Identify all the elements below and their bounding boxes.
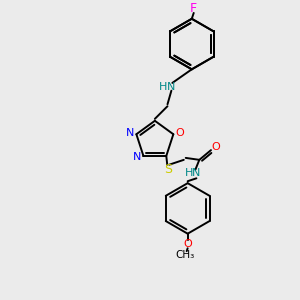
Text: O: O [212,142,220,152]
Text: H: H [184,168,193,178]
Text: H: H [158,82,167,92]
Text: N: N [192,168,201,178]
Text: O: O [176,128,184,138]
Text: N: N [167,82,176,92]
Text: N: N [132,152,141,162]
Text: CH₃: CH₃ [175,250,194,260]
Text: N: N [125,128,134,138]
Text: O: O [183,239,192,249]
Text: S: S [164,163,172,176]
Text: F: F [190,2,197,15]
